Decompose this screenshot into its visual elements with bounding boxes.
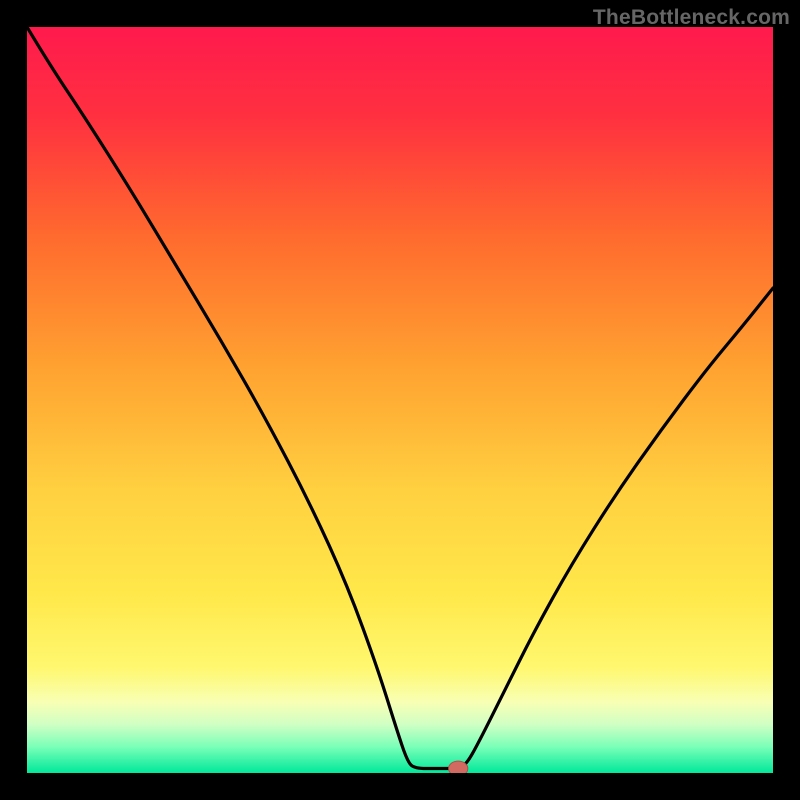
bottleneck-chart bbox=[0, 0, 800, 800]
plot-gradient-background bbox=[27, 27, 773, 773]
watermark-text: TheBottleneck.com bbox=[593, 6, 790, 30]
